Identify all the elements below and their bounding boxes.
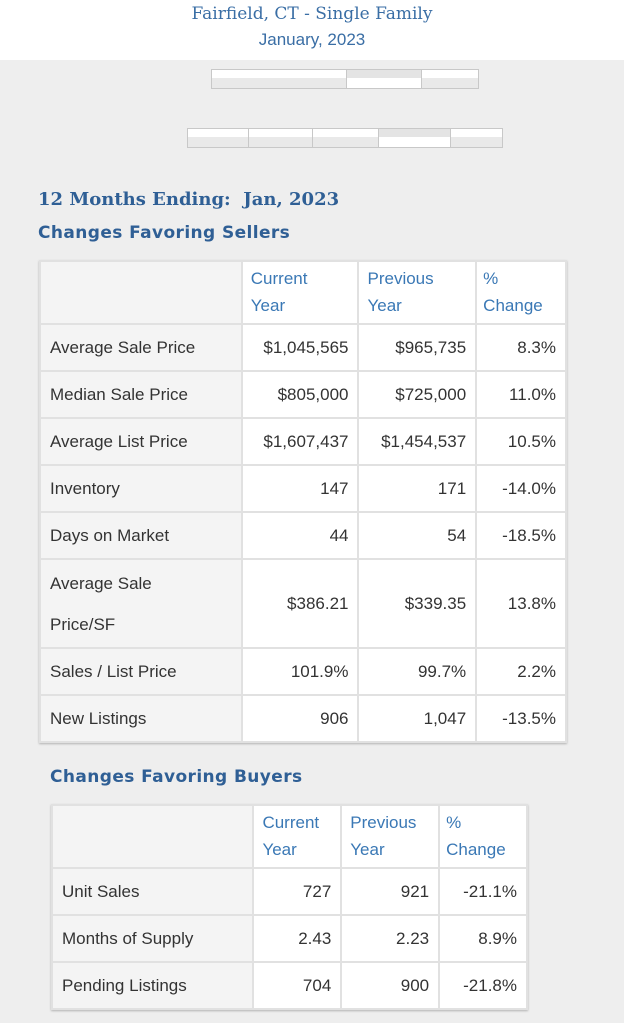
previous-year-value: 171 xyxy=(357,464,478,513)
table-row: Months of Supply 2.43 2.23 8.9% xyxy=(50,914,528,963)
previous-year-value: $339.35 xyxy=(357,558,478,649)
property-type-tab-2[interactable] xyxy=(347,70,422,88)
header-previous-year[interactable]: Previous Year xyxy=(357,260,478,325)
table-row: Average Sale Price/SF $386.21 $339.35 13… xyxy=(39,558,567,649)
percent-change-value: -21.1% xyxy=(438,867,528,916)
table-row: Unit Sales 727 921 -21.1% xyxy=(50,867,528,916)
header-percent-change[interactable]: % Change xyxy=(475,260,567,325)
period-tab-5[interactable] xyxy=(451,129,502,147)
previous-year-value: $965,735 xyxy=(357,323,478,372)
report-period: January, 2023 xyxy=(258,30,366,49)
current-year-value: $386.21 xyxy=(240,558,360,649)
previous-year-value: 2.23 xyxy=(340,914,441,963)
property-type-tab-1[interactable] xyxy=(212,70,347,88)
percent-change-value: -21.8% xyxy=(438,961,528,1010)
sellers-section-title: Changes Favoring Sellers xyxy=(38,223,291,243)
table-header-row: Current Year Previous Year % Change xyxy=(50,804,528,869)
table-row: Inventory 147 171 -14.0% xyxy=(39,464,567,513)
table-row: New Listings 906 1,047 -13.5% xyxy=(39,694,567,743)
row-label: Average Sale Price/SF xyxy=(39,558,243,649)
header-current-year[interactable]: Current Year xyxy=(252,804,343,869)
table-row: Average List Price $1,607,437 $1,454,537… xyxy=(39,417,567,466)
row-label: Average List Price xyxy=(39,417,243,466)
previous-year-value: 54 xyxy=(357,511,478,560)
row-label: New Listings xyxy=(39,694,243,743)
property-type-switcher[interactable] xyxy=(211,69,479,89)
percent-change-value: 2.2% xyxy=(475,647,567,696)
previous-year-value: $1,454,537 xyxy=(357,417,478,466)
row-label: Median Sale Price xyxy=(39,370,243,419)
table-header-row: Current Year Previous Year % Change xyxy=(39,260,567,325)
percent-change-value: 8.3% xyxy=(475,323,567,372)
percent-change-value: 11.0% xyxy=(475,370,567,419)
current-year-value: 147 xyxy=(240,464,360,513)
header-previous-year[interactable]: Previous Year xyxy=(340,804,441,869)
previous-year-value: 921 xyxy=(340,867,441,916)
current-year-value: $1,607,437 xyxy=(240,417,360,466)
property-type-tab-3[interactable] xyxy=(422,70,478,88)
table-row: Days on Market 44 54 -18.5% xyxy=(39,511,567,560)
period-tab-4[interactable] xyxy=(379,129,451,147)
current-year-value: 906 xyxy=(240,694,360,743)
percent-change-value: 10.5% xyxy=(475,417,567,466)
buyers-table: Current Year Previous Year % Change Unit Sa… xyxy=(50,804,528,1010)
header-percent-change[interactable]: % Change xyxy=(438,804,528,869)
percent-change-value: -18.5% xyxy=(475,511,567,560)
row-label: Sales / List Price xyxy=(39,647,243,696)
row-label: Pending Listings xyxy=(50,961,255,1010)
period-switcher[interactable] xyxy=(187,128,503,148)
previous-year-value: 99.7% xyxy=(357,647,478,696)
table-row: Average Sale Price $1,045,565 $965,735 8… xyxy=(39,323,567,372)
header-current-year[interactable]: Current Year xyxy=(240,260,360,325)
current-year-value: 101.9% xyxy=(240,647,360,696)
period-label: 12 Months Ending: Jan, 2023 xyxy=(38,189,340,210)
header-corner xyxy=(39,260,243,325)
row-label: Months of Supply xyxy=(50,914,255,963)
previous-year-value: 1,047 xyxy=(357,694,478,743)
period-tab-2[interactable] xyxy=(249,129,313,147)
percent-change-value: -13.5% xyxy=(475,694,567,743)
row-label: Inventory xyxy=(39,464,243,513)
header-corner xyxy=(50,804,255,869)
period-tab-1[interactable] xyxy=(188,129,249,147)
current-year-value: 727 xyxy=(252,867,343,916)
row-label: Days on Market xyxy=(39,511,243,560)
current-year-value: $1,045,565 xyxy=(240,323,360,372)
percent-change-value: -14.0% xyxy=(475,464,567,513)
row-label: Unit Sales xyxy=(50,867,255,916)
current-year-value: $805,000 xyxy=(240,370,360,419)
buyers-section-title: Changes Favoring Buyers xyxy=(50,767,303,787)
row-label: Average Sale Price xyxy=(39,323,243,372)
current-year-value: 44 xyxy=(240,511,360,560)
report-header: Fairfield, CT - Single Family January, 2… xyxy=(0,0,624,60)
current-year-value: 704 xyxy=(252,961,343,1010)
percent-change-value: 8.9% xyxy=(438,914,528,963)
previous-year-value: 900 xyxy=(340,961,441,1010)
current-year-value: 2.43 xyxy=(252,914,343,963)
sellers-table: Current Year Previous Year % Change Average… xyxy=(39,260,567,743)
percent-change-value: 13.8% xyxy=(475,558,567,649)
table-row: Sales / List Price 101.9% 99.7% 2.2% xyxy=(39,647,567,696)
table-row: Median Sale Price $805,000 $725,000 11.0… xyxy=(39,370,567,419)
period-tab-3[interactable] xyxy=(313,129,379,147)
previous-year-value: $725,000 xyxy=(357,370,478,419)
report-title: Fairfield, CT - Single Family xyxy=(191,4,433,24)
table-row: Pending Listings 704 900 -21.8% xyxy=(50,961,528,1010)
